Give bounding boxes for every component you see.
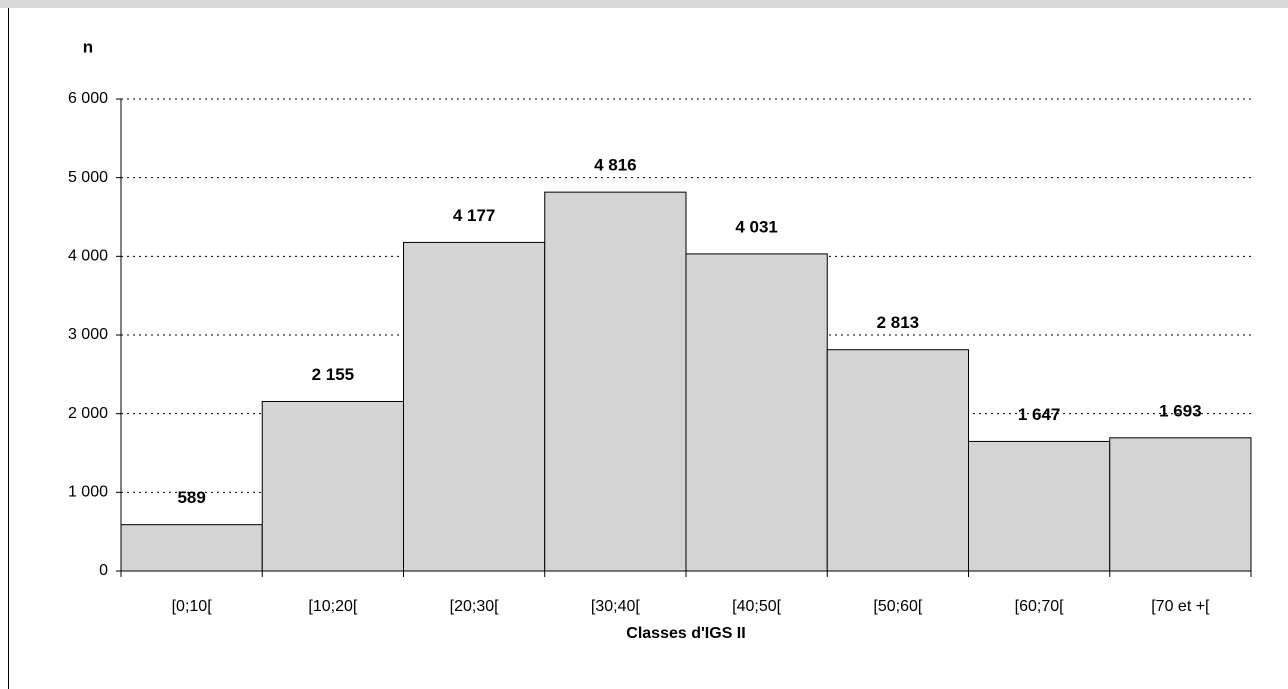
y-tick-label: 5 000 <box>68 169 108 186</box>
y-tick-label: 0 <box>99 562 108 579</box>
x-tick-label: [0;10[ <box>172 598 213 615</box>
y-tick-label: 4 000 <box>68 248 108 265</box>
bar <box>685 253 828 572</box>
y-axis-label: n <box>83 37 93 56</box>
bar <box>826 349 969 572</box>
x-tick-label: [50;60[ <box>873 598 922 615</box>
bar <box>1109 437 1252 572</box>
value-label: 1 647 <box>1018 405 1061 424</box>
x-tick-label: [70 et +[ <box>1151 598 1210 615</box>
x-tick-label: [20;30[ <box>450 598 499 615</box>
bar <box>261 400 404 572</box>
y-tick-label: 2 000 <box>68 405 108 422</box>
value-label: 4 816 <box>594 156 637 175</box>
x-tick-label: [60;70[ <box>1015 598 1064 615</box>
y-tick-label: 6 000 <box>68 90 108 107</box>
bar <box>403 241 546 572</box>
y-tick-label: 3 000 <box>68 326 108 343</box>
value-label: 1 693 <box>1159 401 1202 420</box>
bar <box>120 524 263 572</box>
top-band <box>0 0 1288 8</box>
bar <box>968 440 1111 572</box>
x-tick-label: [30;40[ <box>591 598 640 615</box>
value-label: 2 155 <box>312 365 355 384</box>
x-axis-label: Classes d'IGS II <box>626 625 745 642</box>
bar <box>544 191 687 572</box>
y-tick-label: 1 000 <box>68 484 108 501</box>
value-label: 2 813 <box>877 313 920 332</box>
x-tick-label: [40;50[ <box>732 598 781 615</box>
value-label: 4 177 <box>453 206 496 225</box>
x-tick-label: [10;20[ <box>308 598 357 615</box>
value-label: 4 031 <box>735 217 778 236</box>
value-label: 589 <box>177 488 205 507</box>
